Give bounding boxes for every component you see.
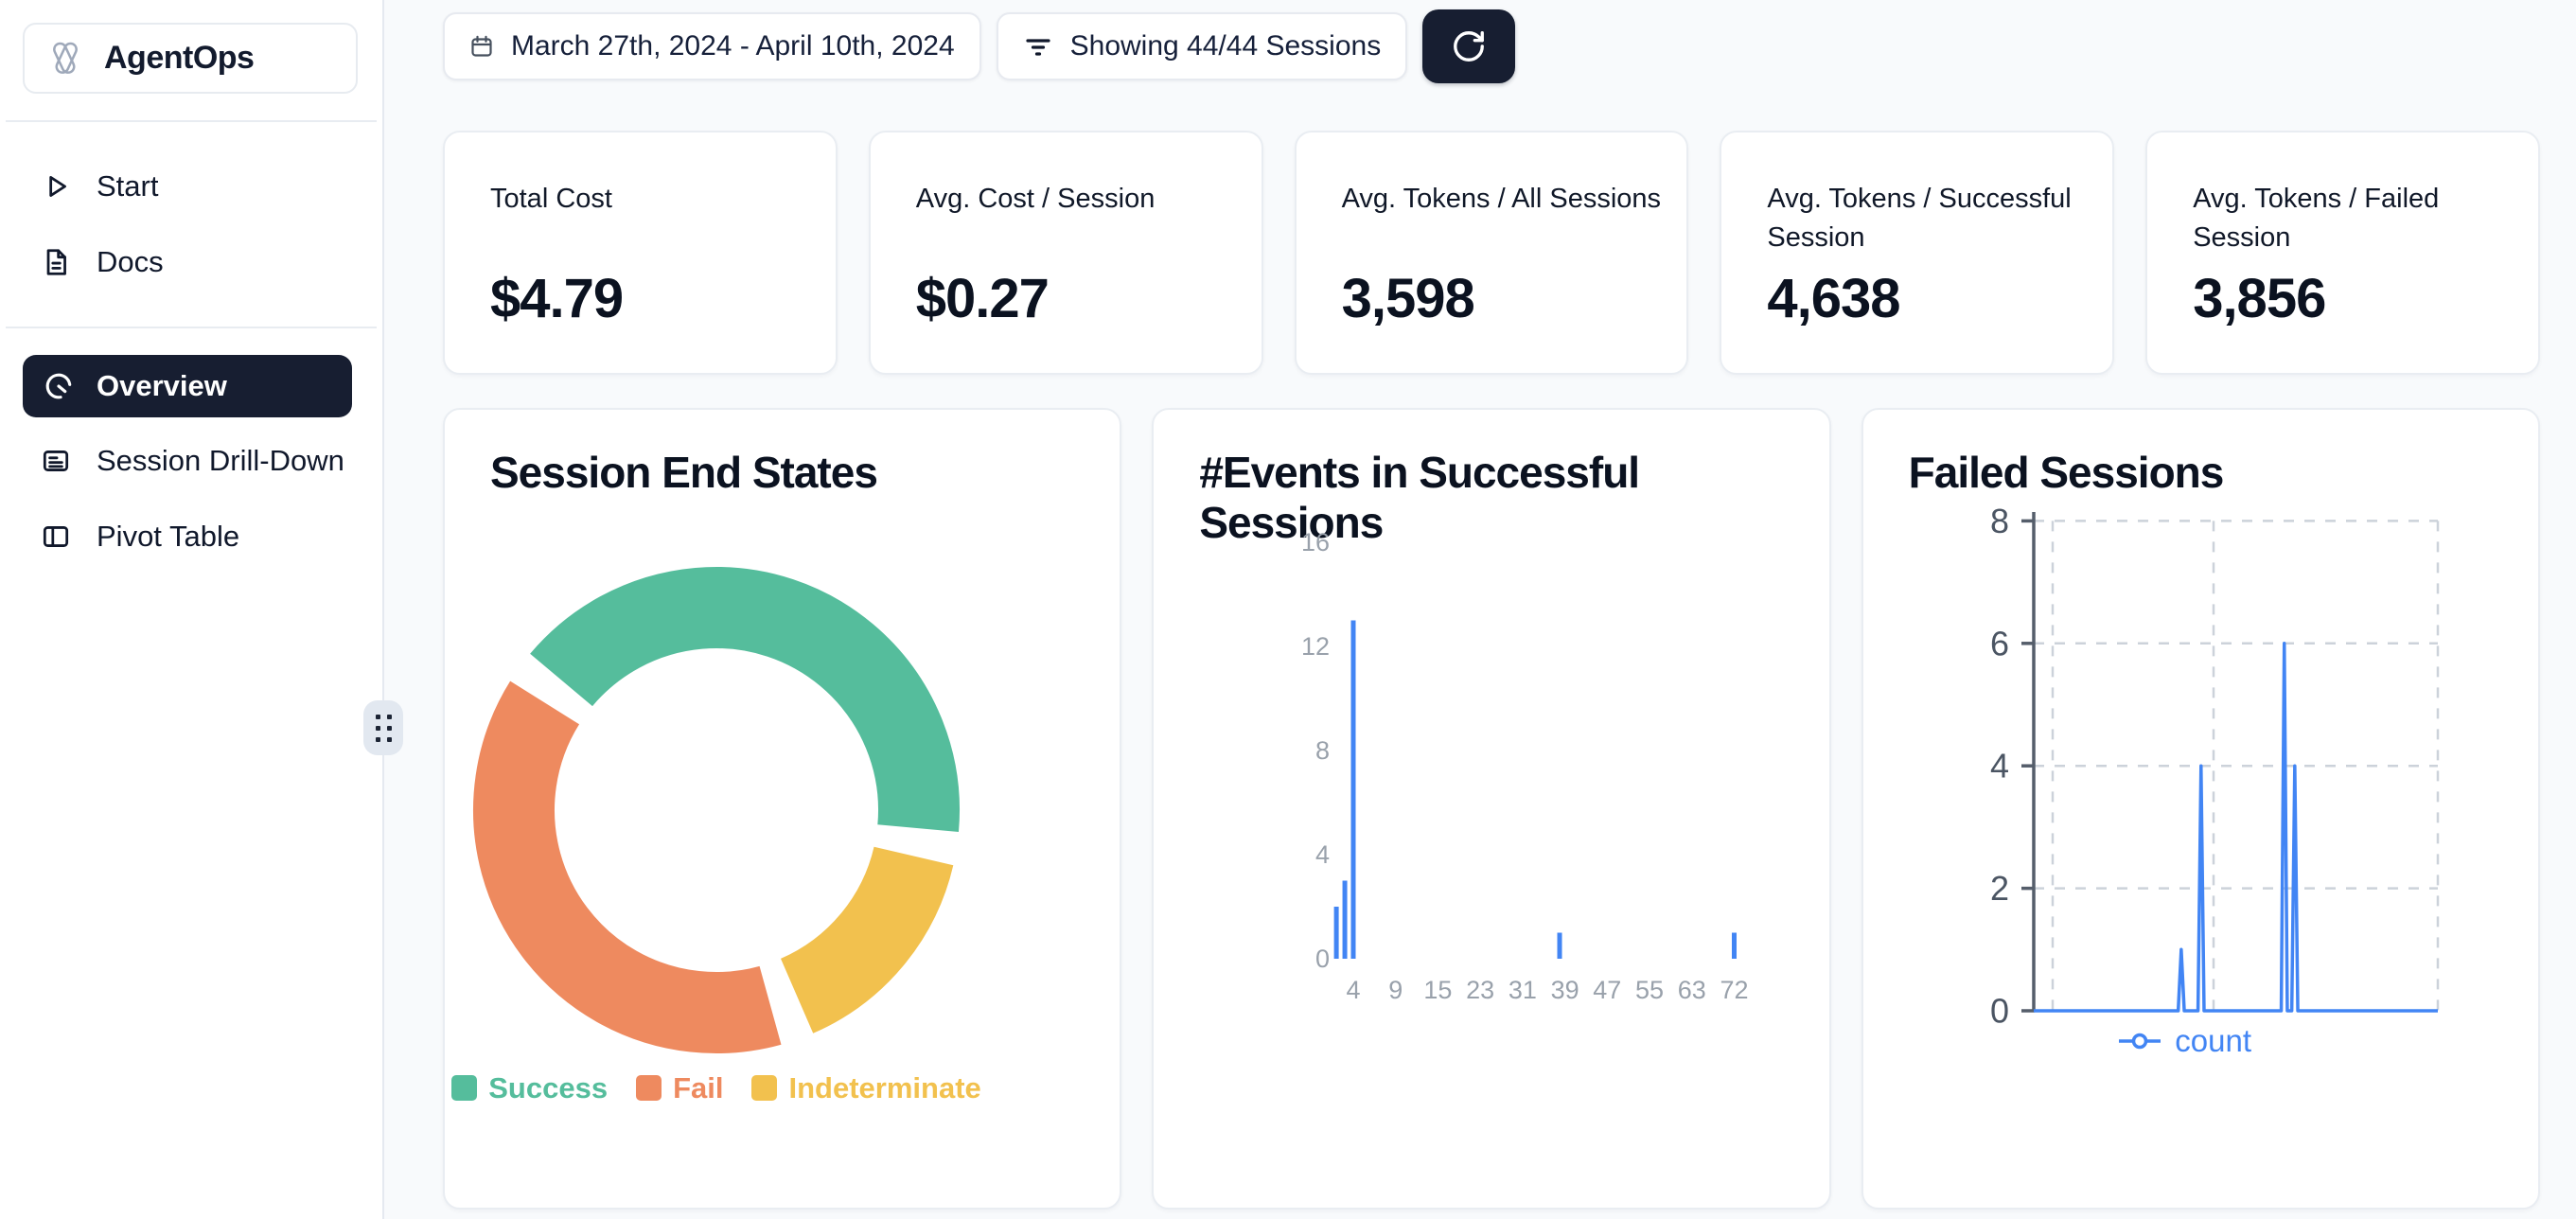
svg-text:23: 23 — [1466, 976, 1494, 1004]
agentops-logo-icon — [44, 37, 87, 80]
topbar: March 27th, 2024 - April 10th, 2024 Show… — [443, 9, 2540, 83]
svg-text:47: 47 — [1594, 976, 1622, 1004]
brand-name: AgentOps — [104, 40, 255, 76]
session-end-states-card: Session End States Success Fail Indeterm… — [443, 408, 1122, 1210]
sidebar-item-label: Docs — [97, 245, 164, 278]
refresh-button[interactable] — [1422, 9, 1516, 83]
svg-text:0: 0 — [1315, 945, 1330, 973]
legend-swatch — [451, 1075, 478, 1102]
sidebar-divider — [6, 327, 377, 328]
sidebar-item-docs[interactable]: Docs — [0, 224, 382, 300]
svg-text:8: 8 — [1990, 502, 2009, 540]
svg-text:8: 8 — [1315, 736, 1330, 765]
stat-card-total-cost: Total Cost $4.79 — [443, 131, 838, 375]
legend-label: Indeterminate — [788, 1070, 981, 1104]
brand-card[interactable]: AgentOps — [23, 23, 358, 94]
legend-item-indeterminate[interactable]: Indeterminate — [751, 1070, 981, 1105]
donut-chart — [473, 566, 960, 1053]
stat-card-avg-tokens-all: Avg. Tokens / All Sessions 3,598 — [1294, 131, 1689, 375]
svg-text:39: 39 — [1551, 976, 1579, 1004]
play-icon — [40, 170, 72, 203]
sidebar-item-start[interactable]: Start — [0, 149, 382, 224]
refresh-icon — [1451, 28, 1487, 64]
date-range-label: March 27th, 2024 - April 10th, 2024 — [511, 30, 955, 62]
svg-text:55: 55 — [1635, 976, 1664, 1004]
grip-dots-icon — [375, 714, 392, 742]
sidebar-divider — [6, 120, 377, 122]
stat-value: 4,638 — [1767, 268, 1900, 329]
stat-card-avg-cost-session: Avg. Cost / Session $0.27 — [868, 131, 1263, 375]
svg-text:0: 0 — [1990, 992, 2009, 1026]
sidebar-item-label: Session Drill-Down — [97, 444, 344, 477]
sidebar-item-label: Overview — [97, 369, 227, 402]
sidebar-nav-main: Overview Session Drill-Down — [0, 355, 382, 574]
svg-text:16: 16 — [1301, 533, 1330, 556]
sidebar-item-session-drill-down[interactable]: Session Drill-Down — [0, 423, 382, 499]
legend-label: Fail — [673, 1070, 724, 1104]
line-marker-icon — [2118, 1031, 2161, 1051]
svg-text:15: 15 — [1424, 976, 1453, 1004]
legend-swatch — [751, 1075, 778, 1102]
document-icon — [40, 246, 72, 278]
stat-value: 3,598 — [1341, 268, 1475, 329]
calendar-icon — [469, 34, 494, 59]
sidebar-item-overview[interactable]: Overview — [23, 355, 352, 417]
svg-text:9: 9 — [1389, 976, 1403, 1004]
sessions-filter-label: Showing 44/44 Sessions — [1069, 30, 1382, 62]
svg-text:2: 2 — [1990, 869, 2009, 908]
svg-text:4: 4 — [1990, 747, 2009, 786]
chart-title: Session End States — [490, 448, 878, 497]
legend-item-fail[interactable]: Fail — [636, 1071, 723, 1105]
chart-title: Failed Sessions — [1908, 448, 2225, 497]
sidebar-item-label: Pivot Table — [97, 520, 240, 553]
stat-value: $4.79 — [490, 268, 624, 329]
failed-sessions-card: Failed Sessions 0 2 4 6 8 count — [1861, 408, 2540, 1210]
svg-text:4: 4 — [1315, 840, 1330, 869]
donut-legend: Success Fail Indeterminate — [451, 1071, 981, 1105]
legend-label: count — [2175, 1023, 2252, 1058]
sidebar-nav-top: Start Docs — [0, 149, 382, 300]
sessions-filter-button[interactable]: Showing 44/44 Sessions — [996, 12, 1408, 80]
chart-title: #Events in Successful Sessions — [1199, 448, 1640, 547]
stat-label: Avg. Cost / Session — [915, 184, 1156, 214]
columns-icon — [40, 521, 72, 553]
svg-text:63: 63 — [1678, 976, 1706, 1004]
stat-value: 3,856 — [2193, 268, 2326, 329]
events-successful-sessions-card: #Events in Successful Sessions 0 4 8 12 16 4 9… — [1152, 408, 1831, 1210]
stat-label: Total Cost — [490, 184, 612, 214]
charts-row: Session End States Success Fail Indeterm… — [443, 408, 2540, 1210]
list-icon — [40, 445, 72, 477]
svg-text:31: 31 — [1509, 976, 1537, 1004]
legend-swatch — [636, 1075, 662, 1102]
svg-text:6: 6 — [1990, 624, 2009, 662]
stat-card-avg-tokens-failed: Avg. Tokens / Failed Session 3,856 — [2145, 131, 2540, 375]
stat-value: $0.27 — [915, 268, 1050, 329]
sidebar-resize-handle[interactable] — [363, 700, 403, 755]
svg-text:12: 12 — [1301, 632, 1330, 661]
main-content: March 27th, 2024 - April 10th, 2024 Show… — [384, 0, 2576, 1219]
svg-text:4: 4 — [1347, 976, 1361, 1004]
legend-item-success[interactable]: Success — [451, 1071, 608, 1105]
stat-label: Avg. Tokens / All Sessions — [1341, 184, 1662, 214]
failed-sessions-chart: 0 2 4 6 8 — [1990, 502, 2439, 1026]
sidebar-item-pivot-table[interactable]: Pivot Table — [0, 499, 382, 574]
legend-label: Success — [488, 1070, 609, 1104]
stat-card-avg-tokens-successful: Avg. Tokens / Successful Session 4,638 — [1720, 131, 2115, 375]
sidebar: AgentOps Start — [0, 0, 384, 1219]
sidebar-item-label: Start — [97, 169, 159, 203]
failed-sessions-legend[interactable]: count — [1863, 1023, 2507, 1059]
stat-label: Avg. Tokens / Failed Session — [2193, 184, 2440, 254]
stat-label: Avg. Tokens / Successful Session — [1767, 184, 2072, 254]
svg-text:72: 72 — [1720, 976, 1749, 1004]
gauge-icon — [42, 369, 76, 403]
stats-row: Total Cost $4.79 Avg. Cost / Session $0.… — [443, 131, 2540, 375]
filter-icon — [1023, 31, 1053, 62]
date-range-button[interactable]: March 27th, 2024 - April 10th, 2024 — [443, 12, 981, 80]
